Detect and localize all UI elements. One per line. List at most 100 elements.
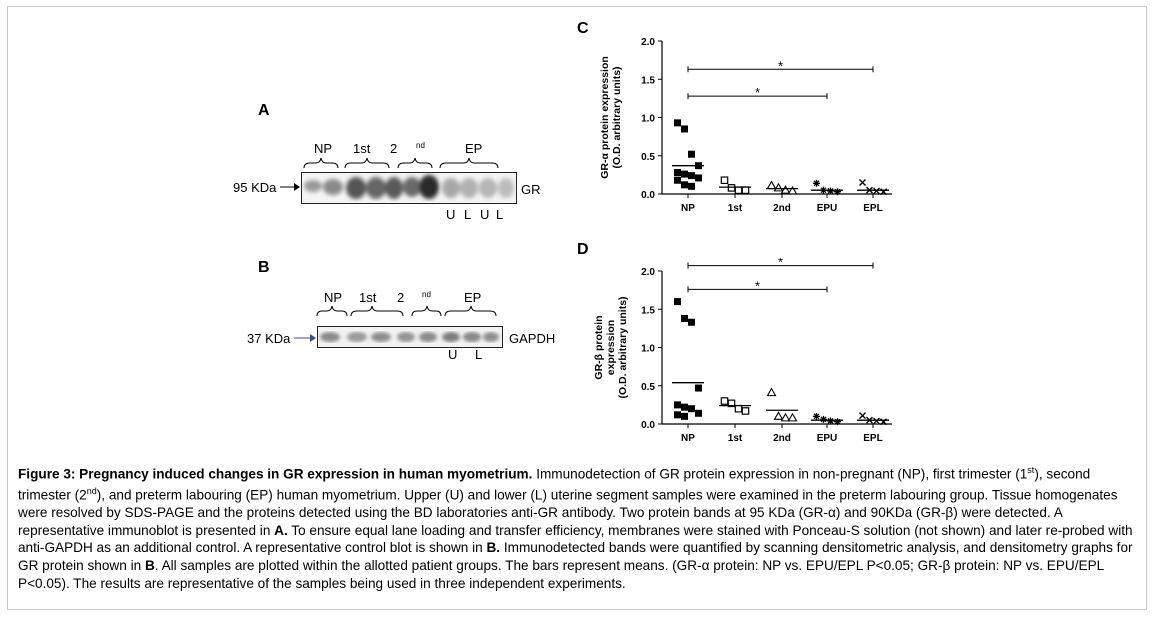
x-tick-label-epu: EPU	[817, 433, 838, 444]
caption-sup-2: nd	[86, 486, 97, 497]
gr-beta-scatter-chart: 0.0 0.5 1.0 1.5 2.0 NP 1st 2nd EPU EPL GR-β protei…	[593, 258, 892, 444]
data-point-np	[681, 125, 688, 133]
data-point-epu	[813, 179, 820, 187]
x-tick-label-2nd: 2nd	[773, 203, 791, 214]
group-label-np: NP	[324, 290, 343, 305]
data-point-2nd	[787, 412, 798, 422]
data-point-np	[681, 412, 688, 420]
data-point-np	[695, 384, 702, 392]
significance-star: *	[755, 85, 760, 100]
data-point-epu	[834, 188, 841, 196]
data-point-np	[681, 403, 688, 411]
data-point-np	[674, 298, 681, 306]
data-point-epu	[834, 418, 841, 426]
data-point-1st	[720, 397, 729, 405]
data-point-np	[681, 170, 688, 178]
data-point-epl	[873, 417, 880, 425]
marker-95kda: 95 KDa	[233, 180, 277, 195]
gr-blot-image	[301, 172, 517, 204]
y-tick-label: 0.5	[641, 382, 655, 393]
y-axis-label: expression	[605, 320, 617, 375]
data-point-np	[681, 314, 688, 322]
group-label-ep: EP	[464, 290, 482, 305]
y-tick-label: 0.5	[641, 152, 655, 163]
x-tick-label-epl: EPL	[863, 433, 882, 444]
caption-title: Figure 3: Pregnancy induced changes in G…	[18, 466, 533, 482]
data-point-2nd	[787, 185, 798, 195]
data-point-2nd	[773, 411, 784, 420]
group-label-1st: 1st	[353, 141, 371, 156]
lane-label-l1: L	[464, 207, 472, 222]
group-label-nd: nd	[416, 141, 425, 150]
data-point-1st	[741, 186, 750, 194]
y-tick-label: 1.0	[641, 344, 655, 355]
data-point-np	[688, 150, 695, 158]
data-point-1st	[741, 407, 750, 415]
caption-text-1: Immunodetection of GR protein expression…	[532, 466, 1028, 482]
group-label-np: NP	[314, 141, 333, 156]
group-label-2: 2	[397, 290, 405, 305]
x-tick-label-np: NP	[681, 433, 695, 444]
y-axis-label: GR-α protein expression	[599, 56, 611, 179]
data-point-epl	[859, 179, 866, 187]
data-point-1st	[734, 404, 743, 413]
figure-caption: Figure 3: Pregnancy induced changes in G…	[18, 462, 1142, 592]
data-point-np	[688, 182, 695, 190]
panel-a-letter: A	[258, 102, 270, 119]
data-point-np	[695, 174, 702, 182]
panel-a-braces	[303, 157, 499, 169]
lane-label-u: U	[448, 347, 458, 362]
group-label-1st: 1st	[359, 290, 377, 305]
band-label-gapdh: GAPDH	[509, 331, 556, 346]
data-point-np	[695, 409, 702, 417]
figure-frame	[7, 6, 1147, 610]
caption-bold-3: B	[144, 558, 155, 574]
arrow-icon	[280, 183, 300, 191]
data-point-epu	[827, 187, 834, 195]
data-point-epl	[873, 187, 880, 195]
data-point-1st	[727, 184, 736, 192]
data-point-1st	[734, 186, 743, 194]
caption-sup-1: st	[1027, 465, 1035, 475]
y-tick-label: 0.0	[641, 190, 655, 201]
y-tick-label: 2.0	[641, 37, 655, 48]
gapdh-blot-image	[317, 326, 503, 348]
significance-star: *	[778, 258, 783, 270]
caption-bold-1: A.	[274, 522, 288, 538]
y-axis-label: (O.D. arbitrary units)	[617, 296, 629, 398]
x-tick-label-1st: 1st	[728, 433, 743, 444]
x-tick-label-2nd: 2nd	[773, 433, 791, 444]
band-label-gr: GR	[521, 182, 541, 197]
group-label-ep: EP	[465, 141, 483, 156]
lane-label-l: L	[475, 347, 483, 362]
data-point-2nd	[780, 185, 791, 194]
caption-text-2: ), second trimester (2	[18, 466, 1091, 503]
significance-star: *	[755, 278, 760, 293]
y-axis-label: GR-β protein	[593, 315, 605, 379]
panel-d-letter: D	[577, 241, 589, 258]
data-point-np	[674, 401, 681, 409]
x-tick-label-epl: EPL	[863, 203, 882, 214]
caption-text-6: . All samples are plotted within the all…	[18, 558, 1104, 591]
gr-alpha-scatter-chart: 0.0 0.5 1.0 1.5 2.0 NP 1st 2nd EPU EPL GR-α protei…	[599, 37, 892, 214]
arrow-icon	[294, 334, 316, 342]
group-label-2: 2	[390, 141, 398, 156]
data-point-np	[674, 176, 681, 184]
marker-37kda: 37 KDa	[247, 331, 291, 346]
significance-star: *	[778, 58, 783, 73]
y-tick-label: 2.0	[641, 267, 655, 278]
panel-b-braces	[316, 305, 497, 317]
caption-text-4: To ensure equal lane loading and transfe…	[18, 522, 1133, 556]
y-tick-label: 1.5	[641, 75, 655, 86]
group-label-nd: nd	[422, 290, 431, 299]
data-point-np	[688, 318, 695, 326]
x-tick-label-1st: 1st	[728, 203, 743, 214]
lane-label-l2: L	[496, 207, 504, 222]
y-tick-label: 1.0	[641, 114, 655, 125]
panel-b-letter: B	[258, 259, 270, 276]
data-point-np	[688, 172, 695, 180]
caption-text-5: Immunodetected bands were quantified by …	[18, 540, 1133, 574]
y-tick-label: 1.5	[641, 305, 655, 316]
data-point-np	[688, 405, 695, 413]
data-point-epu	[827, 417, 834, 425]
